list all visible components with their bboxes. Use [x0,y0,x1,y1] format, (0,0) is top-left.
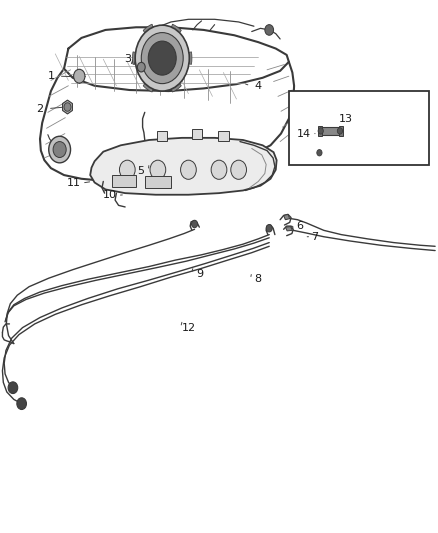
Polygon shape [284,214,290,220]
Circle shape [266,224,272,232]
Text: 6: 6 [296,221,303,231]
Text: 7: 7 [311,232,318,242]
Wedge shape [162,52,192,64]
Text: 8: 8 [255,274,262,284]
Wedge shape [143,58,162,92]
Circle shape [211,160,227,179]
Circle shape [231,160,247,179]
Circle shape [318,128,323,134]
Circle shape [53,142,66,158]
Text: 9: 9 [196,269,203,279]
Bar [319,127,341,135]
Text: 12: 12 [181,322,195,333]
Bar [145,176,171,188]
Circle shape [150,160,166,179]
Circle shape [141,33,183,84]
Text: 11: 11 [67,178,81,188]
Circle shape [49,136,71,163]
Bar [157,131,167,141]
Circle shape [17,398,26,409]
Circle shape [74,69,85,83]
Text: 3: 3 [124,54,131,64]
Circle shape [265,25,274,35]
Wedge shape [133,52,162,64]
Bar [112,175,136,187]
Circle shape [148,41,176,75]
Bar [192,130,202,139]
Text: 1: 1 [47,71,54,81]
Bar [218,131,229,141]
Circle shape [64,103,71,111]
Circle shape [317,150,322,156]
Circle shape [138,62,145,72]
Bar [289,91,428,165]
Text: 14: 14 [297,128,311,139]
Wedge shape [143,24,162,58]
Polygon shape [90,138,277,195]
Circle shape [135,25,189,91]
Text: 2: 2 [36,103,43,114]
Text: 4: 4 [255,81,262,91]
Text: 10: 10 [103,190,117,200]
Circle shape [337,128,343,134]
Wedge shape [162,58,181,92]
Circle shape [180,160,196,179]
Circle shape [8,382,18,393]
Circle shape [120,160,135,179]
Text: 13: 13 [339,114,353,124]
Polygon shape [63,100,72,114]
Bar [318,126,322,136]
Circle shape [191,220,198,228]
Text: 5: 5 [137,166,144,176]
Bar [339,126,343,136]
Polygon shape [286,227,292,231]
Wedge shape [162,24,181,58]
